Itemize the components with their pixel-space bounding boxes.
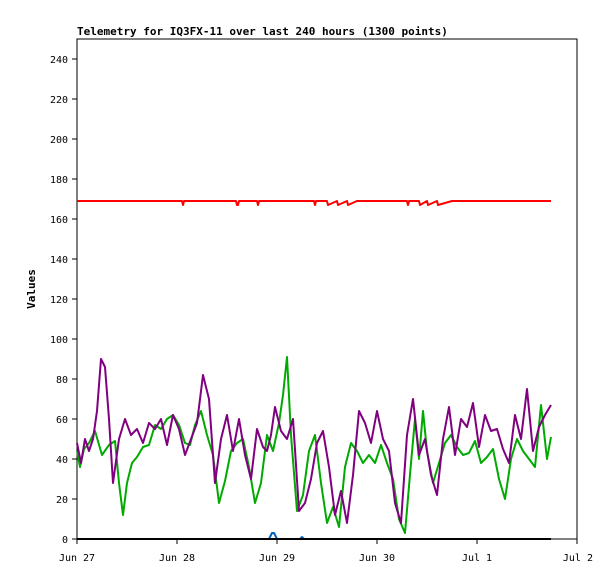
y-tick-label: 140 — [50, 255, 68, 266]
x-tick-label: Jul 1 — [462, 553, 492, 564]
y-tick-label: 200 — [50, 135, 68, 146]
x-axis: Jun 27 Jun 28 Jun 29 Jun 30 Jul 1 Jul 2 — [59, 539, 593, 564]
x-tick-label: Jun 27 — [59, 553, 95, 564]
y-tick-label: 80 — [56, 375, 68, 386]
y-tick-label: 160 — [50, 215, 68, 226]
x-tick-label: Jun 30 — [359, 553, 395, 564]
y-axis: 0 20 40 60 80 100 120 140 160 180 200 220 240 — [50, 55, 77, 546]
x-tick-label: Jun 28 — [159, 553, 195, 564]
y-tick-label: 100 — [50, 335, 68, 346]
plot-area — [76, 38, 578, 540]
y-tick-label: 220 — [50, 95, 68, 106]
chart-title: Telemetry for IQ3FX-11 over last 240 hou… — [77, 25, 448, 38]
y-tick-label: 20 — [56, 495, 68, 506]
series-line-0 — [77, 200, 551, 206]
series-line-2 — [76, 358, 552, 524]
y-tick-label: 60 — [56, 415, 68, 426]
y-tick-label: 180 — [50, 175, 68, 186]
series-layer — [76, 200, 552, 540]
x-tick-label: Jun 29 — [259, 553, 295, 564]
x-tick-label: Jul 2 — [563, 553, 593, 564]
y-tick-label: 0 — [62, 535, 68, 546]
series-line-1 — [76, 356, 552, 534]
y-tick-label: 240 — [50, 55, 68, 66]
y-tick-label: 40 — [56, 455, 68, 466]
y-tick-label: 120 — [50, 295, 68, 306]
y-axis-label: Values — [25, 269, 38, 309]
